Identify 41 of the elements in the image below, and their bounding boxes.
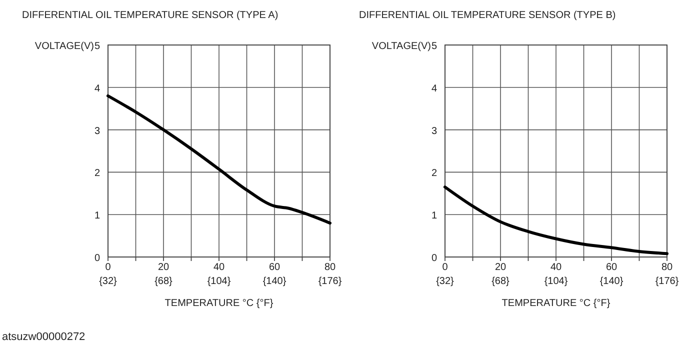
y-tick-label: 1 bbox=[94, 210, 100, 222]
y-tick-label: 3 bbox=[431, 126, 438, 137]
y-axis-title: VOLTAGE(V) bbox=[372, 41, 431, 52]
x2-tick-label: {140} bbox=[262, 276, 287, 287]
y-tick-label: 3 bbox=[94, 126, 100, 137]
y-tick-label: 4 bbox=[94, 83, 100, 94]
x-tick-label: 60 bbox=[268, 262, 280, 273]
x-tick-label: 40 bbox=[550, 262, 562, 273]
x-axis-title: TEMPERATURE °C {°F} bbox=[502, 298, 611, 309]
x2-tick-label: {32} bbox=[436, 276, 455, 287]
y-tick-label: 4 bbox=[431, 83, 438, 94]
text: atsuzw00000272 bbox=[2, 331, 86, 343]
x2-tick-label: {68} bbox=[154, 276, 174, 287]
x-tick-label: 20 bbox=[494, 262, 506, 273]
x-tick-label: 0 bbox=[442, 262, 448, 273]
y-tick-label: 0 bbox=[431, 253, 438, 264]
x2-tick-label: {68} bbox=[492, 276, 510, 287]
x-tick-label: 80 bbox=[661, 262, 673, 273]
x-tick-label: 40 bbox=[213, 262, 225, 273]
x2-tick-label: {176} bbox=[655, 276, 680, 287]
x2-tick-label: {140} bbox=[600, 276, 624, 287]
y-tick-label: 1 bbox=[431, 210, 438, 222]
line-series bbox=[106, 94, 332, 225]
x2-tick-label: {104} bbox=[544, 276, 568, 287]
x2-tick-label: {176} bbox=[318, 276, 342, 287]
y-tick-label: 5 bbox=[431, 41, 438, 52]
x-tick-label: 80 bbox=[324, 262, 336, 273]
chart-title: DIFFERENTIAL OIL TEMPERATURE SENSOR (TYPE B) bbox=[359, 10, 616, 21]
chart-title: DIFFERENTIAL OIL TEMPERATURE SENSOR (TYPE A) bbox=[22, 10, 278, 21]
y-tick-label: 2 bbox=[431, 168, 438, 180]
x-tick-label: 20 bbox=[158, 262, 170, 273]
y-axis-title: VOLTAGE(V) bbox=[34, 41, 94, 52]
y-tick-label: 5 bbox=[94, 41, 100, 52]
line-series bbox=[444, 186, 668, 256]
x-tick-label: 0 bbox=[105, 262, 112, 273]
x2-tick-label: {32} bbox=[99, 276, 118, 287]
y-tick-label: 2 bbox=[94, 168, 100, 180]
x-axis-title: TEMPERATURE °C {°F} bbox=[164, 298, 274, 309]
y-tick-label: 0 bbox=[94, 253, 100, 264]
x-tick-label: 60 bbox=[606, 262, 618, 273]
x2-tick-label: {104} bbox=[207, 276, 232, 287]
